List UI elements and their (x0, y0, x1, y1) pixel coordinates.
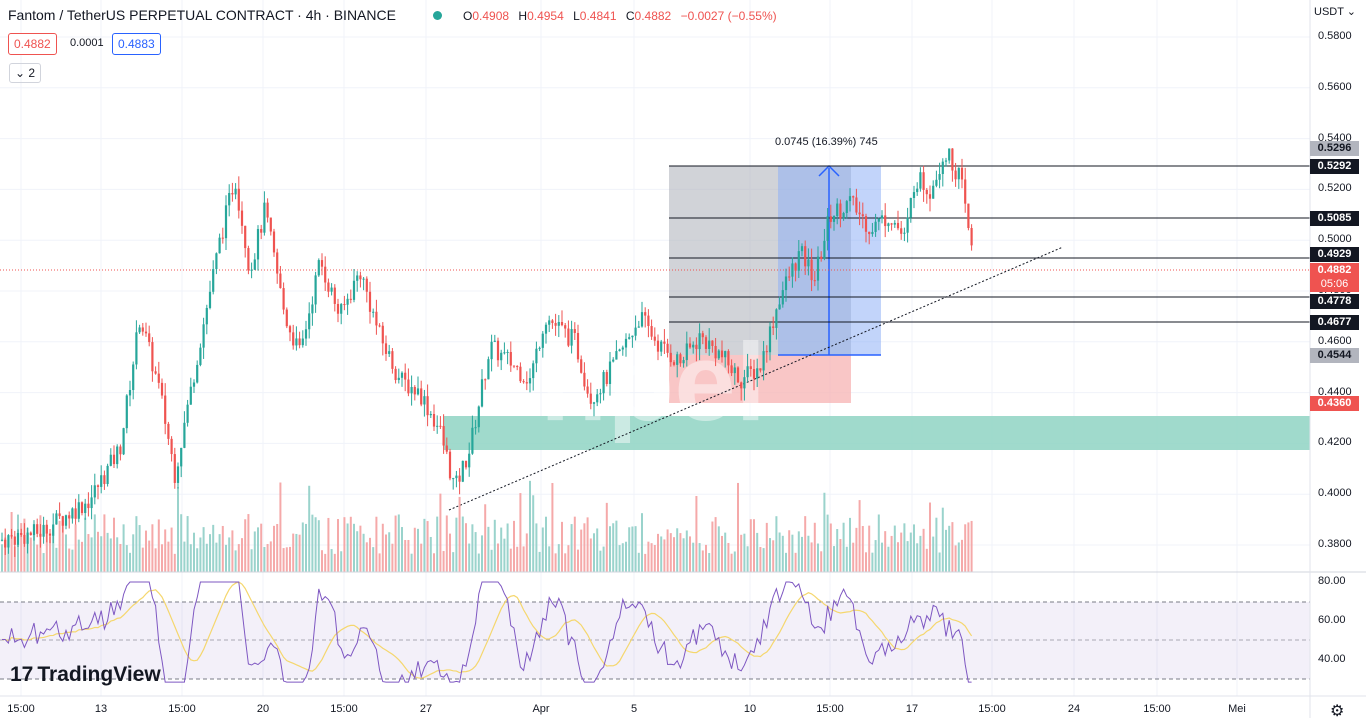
tradingview-logo-icon: 17 (10, 663, 34, 686)
buy-price-button[interactable]: 0.4883 (112, 33, 161, 55)
price-axis-label: 0.5600 (1318, 80, 1352, 93)
gear-icon[interactable]: ⚙ (1330, 703, 1345, 720)
position-tool-loss-area[interactable] (669, 355, 851, 403)
chevron-down-icon: ⌄ (15, 66, 26, 80)
price-tag: 0.4544 (1310, 348, 1359, 363)
time-axis-label: 15:00 (978, 703, 1006, 715)
time-axis-label: Mei (1228, 703, 1246, 715)
change-value: −0.0027 (−0.55%) (680, 9, 777, 23)
candlesticks[interactable] (0, 148, 973, 557)
volume-bars (1, 480, 973, 572)
price-axis-label: 0.5800 (1318, 30, 1352, 42)
price-tag: 0.4778 (1310, 294, 1359, 309)
price-axis-label: 0.4600 (1318, 334, 1352, 347)
price-axis-label: 0.5000 (1318, 233, 1352, 246)
close-label: C (625, 9, 635, 23)
price-tag: 05:06 (1310, 277, 1359, 292)
green-dot-icon (433, 11, 442, 20)
time-axis-label: 15:00 (168, 703, 196, 715)
rsi-axis-80: 80.00 (1318, 575, 1346, 587)
sell-price-button[interactable]: 0.4882 (8, 33, 57, 55)
currency-selector[interactable]: USDT ⌄ (1314, 6, 1357, 18)
time-axis-label: 20 (256, 703, 270, 715)
ohlc-legend: O0.4908 H0.4954 L0.4841 C0.4882 −0.0027 … (463, 9, 783, 23)
time-axis-label: 10 (743, 703, 757, 715)
low-value: 0.4841 (579, 9, 617, 23)
symbol-title[interactable]: Fantom / TetherUS PERPETUAL CONTRACT · 4… (8, 7, 396, 23)
time-axis-label: 17 (905, 703, 919, 715)
time-axis-label: 15:00 (330, 703, 358, 715)
trendline[interactable] (448, 246, 1064, 511)
logo-text: TradingView (37, 663, 161, 686)
time-axis-label: 15:00 (7, 703, 35, 715)
rsi-axis-60: 60.00 (1318, 614, 1346, 626)
low-label: L (573, 9, 580, 23)
high-label: H (518, 9, 528, 23)
close-value: 0.4882 (634, 9, 672, 23)
price-axis-label: 0.5200 (1318, 182, 1352, 195)
price-tag: 0.5292 (1310, 159, 1359, 174)
open-label: O (463, 9, 473, 23)
spread-value: 0.0001 (70, 37, 104, 49)
price-tag: 0.4929 (1310, 247, 1359, 262)
rsi-axis-40: 40.00 (1318, 653, 1346, 665)
time-axis-label: 5 (630, 703, 638, 715)
currency-label: USDT (1314, 6, 1344, 18)
price-tag: 0.4677 (1310, 315, 1359, 330)
tradingview-logo[interactable]: 17 TradingView (10, 663, 161, 687)
price-axis-label: 0.3800 (1318, 538, 1352, 550)
high-value: 0.4954 (527, 9, 564, 23)
rsi-moving-average-line (1, 581, 973, 679)
price-tag: 0.4360 (1310, 396, 1359, 411)
time-axis-label: 15:00 (816, 703, 844, 715)
rsi-line (1, 581, 972, 683)
time-axis-label: 13 (94, 703, 108, 715)
time-axis-label: 27 (419, 703, 433, 715)
price-axis-label: 0.4400 (1318, 385, 1352, 398)
price-tag: 0.5296 (1310, 141, 1359, 156)
watermark-text: hpel (540, 321, 766, 444)
open-value: 0.4908 (472, 9, 510, 23)
demand-zone[interactable] (444, 416, 1310, 450)
price-axis-label: 0.5400 (1318, 131, 1352, 144)
time-axis-label: 24 (1067, 703, 1081, 715)
price-tag: 0.4882 (1310, 263, 1359, 278)
indicator-count: 2 (28, 66, 36, 80)
measure-label: 0.0745 (16.39%) 745 (775, 136, 878, 148)
indicators-toggle[interactable]: ⌄ 2 (9, 63, 42, 83)
price-tag: 0.5085 (1310, 211, 1359, 226)
time-axis-label: Apr (532, 703, 550, 715)
price-axis-label: 0.4200 (1318, 436, 1352, 449)
price-axis-label: 0.4000 (1318, 487, 1352, 500)
time-axis-label: 15:00 (1143, 703, 1171, 715)
